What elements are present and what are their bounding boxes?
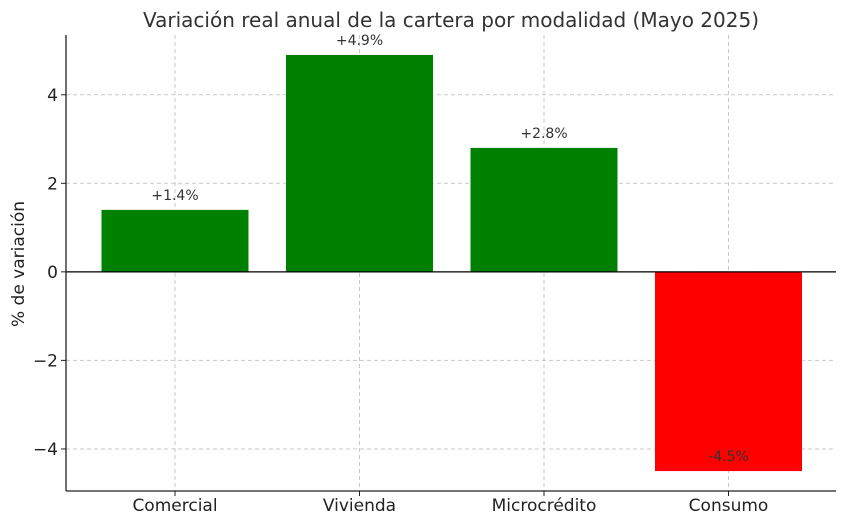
bar — [101, 209, 249, 272]
data-label: -4.5% — [708, 449, 749, 465]
x-tick-label: Microcrédito — [492, 496, 597, 516]
x-tick-label: Consumo — [689, 496, 769, 516]
data-label: +1.4% — [151, 188, 198, 204]
y-tick-label: 2 — [47, 174, 58, 194]
bar — [286, 54, 433, 272]
chart-title: Variación real anual de la cartera por m… — [143, 8, 759, 32]
plot-area: −4 −2 0 2 4 +1.4% +4.9% +2.8% -4.5% Comercial Vivi… — [33, 33, 836, 516]
x-tick-label: Vivienda — [323, 496, 396, 516]
data-label: +4.9% — [336, 33, 383, 49]
y-axis-label: % de variación — [9, 201, 29, 327]
bar — [470, 147, 618, 272]
y-tick-label: −4 — [33, 440, 58, 460]
data-label: +2.8% — [520, 126, 567, 142]
x-tick-label: Comercial — [132, 496, 217, 516]
bar — [655, 271, 802, 472]
y-tick-label: 0 — [47, 263, 58, 283]
y-tick-label: −2 — [33, 351, 58, 371]
y-tick-label: 4 — [47, 86, 58, 106]
